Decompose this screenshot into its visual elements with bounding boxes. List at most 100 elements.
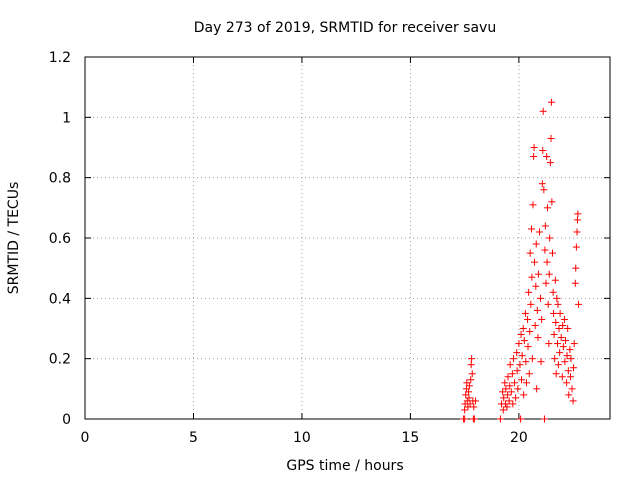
data-point xyxy=(548,198,556,206)
y-tick-label: 0.8 xyxy=(49,171,71,187)
data-point xyxy=(525,370,533,378)
data-point xyxy=(565,391,573,399)
data-point xyxy=(537,358,545,366)
data-point xyxy=(527,300,535,308)
data-points xyxy=(460,98,583,423)
data-point xyxy=(513,367,521,375)
data-point xyxy=(534,270,542,278)
data-point xyxy=(560,315,568,323)
data-point xyxy=(563,379,571,387)
data-point xyxy=(461,406,469,414)
data-point xyxy=(541,246,549,254)
data-point xyxy=(554,361,562,369)
data-point xyxy=(516,361,524,369)
y-tick-label: 0.4 xyxy=(49,291,71,307)
data-point xyxy=(564,325,572,332)
data-point xyxy=(501,379,509,387)
x-axis-label: GPS time / hours xyxy=(286,458,403,474)
data-point xyxy=(535,228,543,236)
data-point xyxy=(572,243,580,251)
data-point xyxy=(555,325,563,332)
data-point xyxy=(559,343,567,351)
data-point xyxy=(499,406,507,414)
data-point xyxy=(542,279,550,287)
data-point xyxy=(517,331,525,339)
data-point xyxy=(559,321,567,329)
data-point xyxy=(549,288,557,296)
data-point xyxy=(467,361,475,369)
data-point xyxy=(499,388,507,396)
data-point xyxy=(514,385,522,393)
y-tick-label: 0.2 xyxy=(49,352,71,368)
data-point xyxy=(562,337,570,345)
data-point xyxy=(563,352,571,360)
data-point xyxy=(511,379,519,387)
data-point xyxy=(512,394,520,402)
data-point xyxy=(529,201,537,209)
data-point xyxy=(530,153,538,161)
data-point xyxy=(544,204,552,212)
data-point xyxy=(504,373,512,381)
data-point xyxy=(570,364,578,372)
data-point xyxy=(471,397,479,405)
data-point xyxy=(501,400,509,408)
data-point xyxy=(561,358,569,366)
data-point xyxy=(506,361,514,369)
data-point xyxy=(573,216,581,224)
data-point xyxy=(522,379,530,387)
chart-title: Day 273 of 2019, SRMTID for receiver sav… xyxy=(194,20,496,36)
data-point xyxy=(522,358,530,366)
x-tick-label: 10 xyxy=(293,430,311,446)
data-point xyxy=(525,288,533,296)
data-point xyxy=(546,159,554,167)
data-point xyxy=(530,144,538,151)
data-point xyxy=(504,391,512,399)
data-point xyxy=(506,382,514,390)
y-tick-label: 0 xyxy=(62,412,71,428)
plot-frame xyxy=(84,56,611,420)
data-point xyxy=(533,306,541,314)
data-point xyxy=(502,385,510,393)
data-point xyxy=(503,403,511,411)
data-point xyxy=(545,270,553,278)
grid xyxy=(85,57,610,419)
data-point xyxy=(526,249,534,257)
data-point xyxy=(496,415,504,423)
data-point xyxy=(465,394,473,402)
y-tick-label: 1.2 xyxy=(49,50,71,66)
data-point xyxy=(540,186,548,194)
y-tick-label: 0.6 xyxy=(49,231,71,247)
data-point xyxy=(572,264,580,272)
data-point xyxy=(551,355,559,363)
data-point xyxy=(551,276,559,284)
data-point xyxy=(526,328,534,336)
data-point xyxy=(537,294,545,302)
data-point xyxy=(518,352,526,360)
data-point xyxy=(465,382,473,390)
data-point xyxy=(575,300,583,308)
data-point xyxy=(470,403,478,411)
data-point xyxy=(558,373,566,381)
data-point xyxy=(539,147,547,155)
data-point xyxy=(515,340,523,348)
data-point xyxy=(567,373,575,381)
data-point xyxy=(552,318,560,326)
data-point xyxy=(568,385,576,393)
data-point xyxy=(509,355,517,363)
data-point xyxy=(547,98,555,106)
data-point xyxy=(566,346,574,354)
data-point xyxy=(507,388,515,396)
data-point xyxy=(524,343,532,351)
data-point xyxy=(465,388,473,396)
data-point xyxy=(554,300,562,308)
data-point xyxy=(564,367,572,375)
data-point xyxy=(524,315,532,323)
data-point xyxy=(500,394,508,402)
data-point xyxy=(539,107,547,115)
data-point xyxy=(517,415,525,423)
x-tick-label: 5 xyxy=(189,430,198,446)
data-point xyxy=(549,249,557,257)
data-point xyxy=(528,355,536,363)
data-point xyxy=(517,376,525,384)
